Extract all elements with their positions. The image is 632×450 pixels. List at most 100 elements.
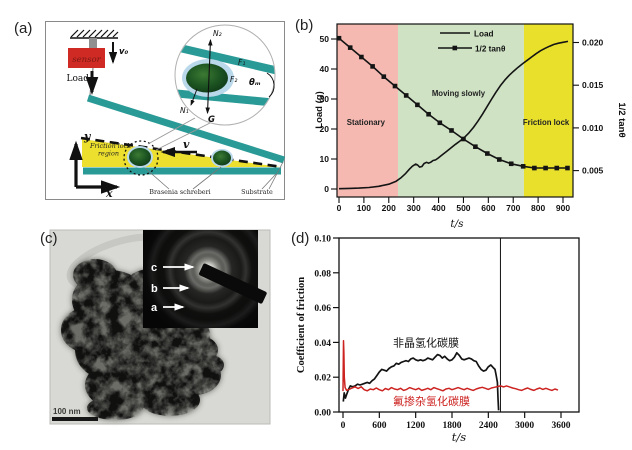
substrate-leader-2 [268,161,284,190]
friction-region-label-1: Friction lock- [89,142,133,150]
y-left-tick-label: 10 [320,154,330,164]
panel-a-schematic: sensor v₀ Load v Friction lock- region y… [45,21,286,200]
normal-force-line [205,38,213,115]
x-tick-label: 3000 [515,421,534,431]
square-marker [426,111,431,117]
x-tick-label: 100 [357,203,371,213]
diffraction-labels: c b a [151,262,195,314]
square-marker [554,165,560,171]
series-label-0: 非晶氢化碳膜 [393,335,459,349]
inset-label-theta: θₘ [249,78,261,88]
plot-frame [338,237,580,413]
inset-label-g: G [208,115,215,125]
phase-region-label: Moving slowly [432,89,486,98]
square-marker [403,93,409,98]
load-curve [338,40,569,190]
substrate-leader-1 [261,173,277,190]
y-left-tick-label: 50 [320,34,330,44]
series-label-1: 氟掺杂氢化碳膜 [393,394,470,408]
y-left-tick-label: 30 [320,94,330,104]
panel-d-chart: 0.00 0.02 0.04 0.06 0.08 0.10 0 600 1200 1800 2400… [296,235,580,444]
panel-b-chart: Stationary Moving slowly Friction lock 0 10 2… [314,23,627,230]
sensor-rod [89,38,97,49]
dotted-circle [123,140,159,176]
fluorine-doped-carbon-curve [342,339,559,392]
square-marker [461,136,466,142]
n1-force-line [190,88,198,106]
x-tick-label: 900 [556,203,570,213]
x-tick-label: 1800 [443,421,462,431]
x-tick-label: 0 [337,203,342,213]
y-right-axis-title: 1/2 tanθ [616,102,627,137]
legend-tan-marker [452,45,458,51]
y-right-tick-label: 0.020 [582,38,604,48]
ring-label-a: a [151,302,158,314]
square-marker [449,128,454,133]
y-right-tick-label: 0.015 [582,80,604,90]
panel-a-label: (a) [14,20,33,37]
y-right-tick-label: 0.005 [582,166,604,176]
inclined-plate [86,94,286,164]
x-tick-label: 600 [372,421,387,431]
x-tick-label: 400 [431,203,445,213]
square-marker [415,102,420,108]
scale-bar [52,417,98,421]
ring-label-b: b [151,283,158,295]
square-marker [508,161,514,167]
square-marker [359,54,364,60]
square-marker [381,74,387,79]
square-marker [496,157,502,162]
axis-x-label: x [105,187,113,200]
y-tick-label: 0.02 [314,374,331,384]
x-tick-label: 1200 [406,421,425,431]
square-marker [437,120,443,126]
inset-label-f2: F₂ [230,75,237,84]
axis-y-label: y [83,130,92,143]
velocity-label: v [183,138,190,151]
amorphous-carbon-curve [342,351,500,411]
square-marker [392,83,398,89]
x-axis-title: t/s [450,218,464,230]
substrate-label: Substrate [241,188,273,196]
phase-region-label: Stationary [347,118,386,127]
square-marker [520,164,526,169]
y-left-axis-title: Load (g) [314,91,325,128]
inset-label-f1: F₁ [238,58,245,67]
brasenia-leader-1 [144,167,170,190]
x-tick-label: 500 [456,203,470,213]
phase-region-0 [337,24,398,197]
y-left-tick-label: 20 [320,124,330,134]
v0-label: v₀ [119,47,129,57]
x-tick-label: 3600 [552,421,571,431]
inset-bottom-plate [175,89,275,107]
diffraction-inset: c b a [143,230,268,328]
seed-1 [129,148,151,166]
x-tick-label: 700 [506,203,520,213]
panel-c-label: (c) [40,230,58,247]
x-tick-label: 600 [481,203,495,213]
brasenia-leader-2 [192,166,222,190]
y-tick-label: 0.08 [314,269,331,279]
inset-label-n2: N₂ [213,29,222,38]
sensor-label: sensor [72,55,101,65]
y-right-tick-label: 0.010 [582,123,604,133]
y-left-tick-label: 0 [324,184,329,194]
scale-bar-label: 100 nm [53,407,81,416]
phase-region-2 [523,24,573,197]
x-tick-label: 2400 [479,421,498,431]
y-left-tick-label: 40 [320,64,330,74]
friction-region-label-2: region [98,150,119,158]
x-tick-label: 800 [531,203,545,213]
brasenia-label: Brasenia schreberi [149,188,210,196]
inset-seed [186,63,228,93]
square-marker [336,35,342,41]
x-tick-label: 0 [341,421,346,431]
square-marker [370,64,375,69]
magnifier-leader-1 [147,117,196,145]
seed-2 [213,150,231,166]
square-marker [565,165,570,171]
load-label: Load [66,74,89,84]
square-marker [543,165,548,171]
y-tick-label: 0.00 [314,409,331,419]
